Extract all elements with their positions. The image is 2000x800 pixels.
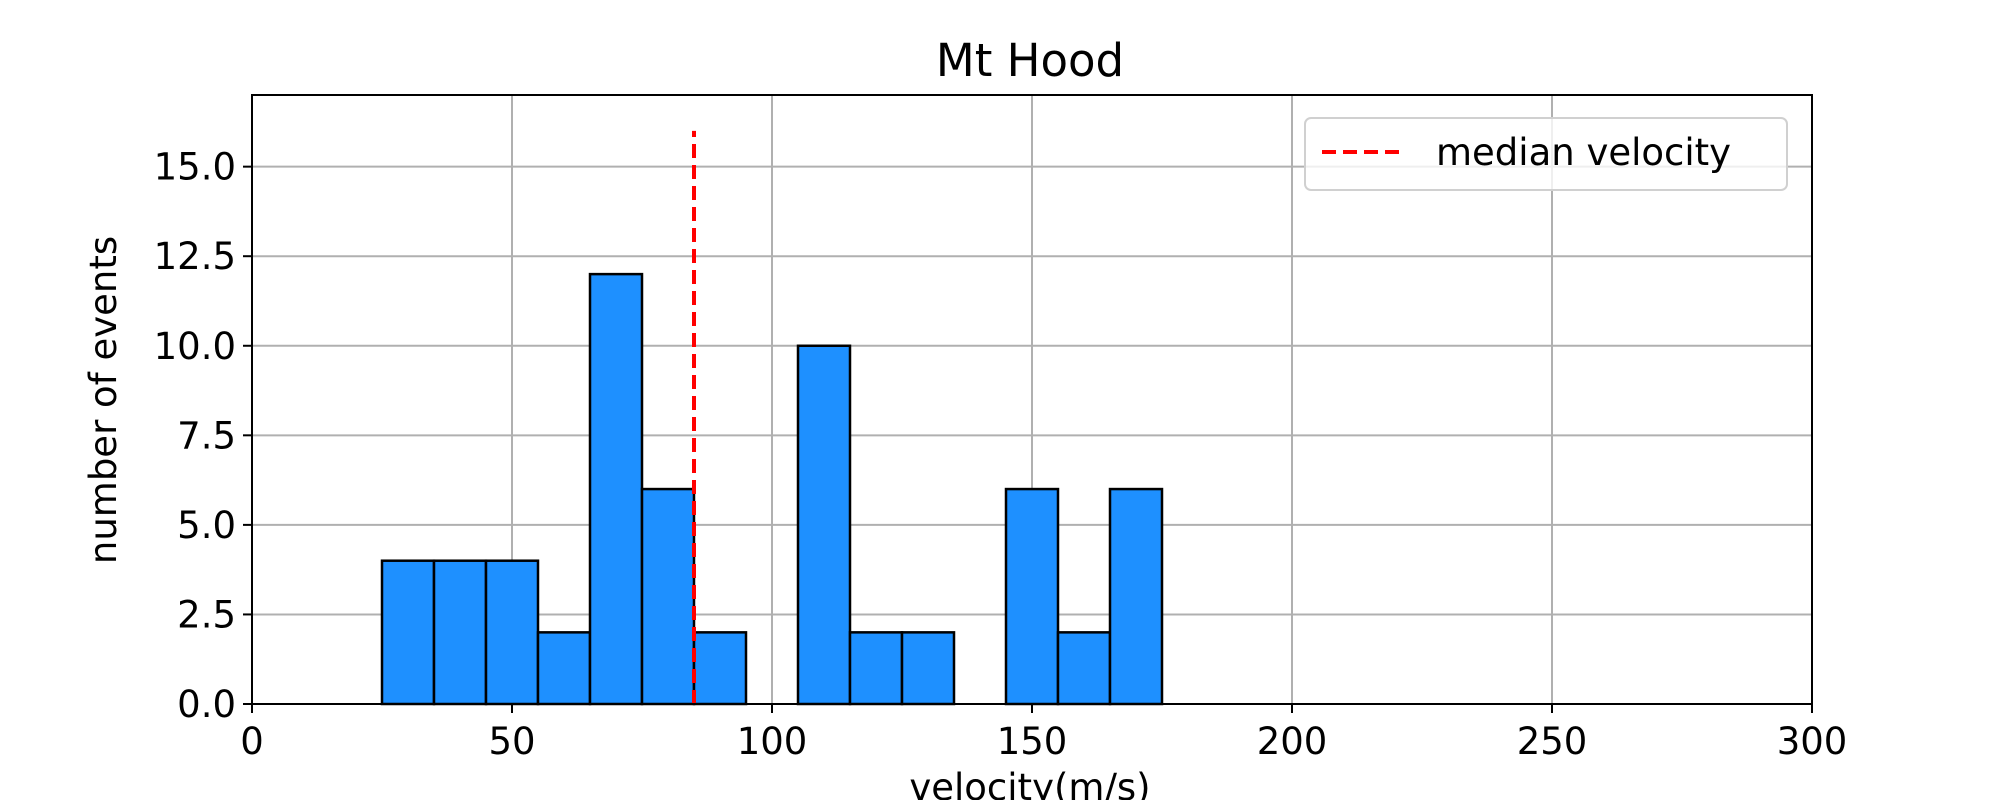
y-tick-label: 10.0 <box>154 325 236 368</box>
histogram-bar <box>536 631 592 706</box>
histogram-bars <box>380 272 1164 706</box>
y-tick-label: 5.0 <box>177 504 236 547</box>
x-axis-label: velocity(m/s) <box>909 766 1150 800</box>
legend-label-median: median velocity <box>1436 131 1731 174</box>
x-tick-label: 200 <box>1257 720 1328 763</box>
histogram-bar <box>484 559 540 706</box>
histogram-bar <box>1056 631 1112 706</box>
y-tick-label: 15.0 <box>154 146 236 189</box>
legend: median velocity <box>1304 117 1788 191</box>
y-tick-label: 0.0 <box>177 683 236 726</box>
histogram-bar <box>432 559 488 706</box>
histogram-bar <box>692 631 748 706</box>
y-axis-ticks: 0.0 2.5 5.0 7.5 10.0 12.5 15.0 <box>154 146 252 726</box>
y-tick-label: 12.5 <box>154 235 236 278</box>
x-tick-label: 250 <box>1517 720 1588 763</box>
x-tick-label: 300 <box>1777 720 1848 763</box>
x-tick-label: 0 <box>240 720 264 763</box>
y-axis-label: number of events <box>82 236 125 564</box>
histogram-bar <box>380 559 436 706</box>
x-axis-ticks: 0 50 100 150 200 250 300 <box>240 704 1847 763</box>
x-tick-label: 50 <box>488 720 535 763</box>
y-tick-label: 7.5 <box>177 414 236 457</box>
histogram-bar <box>640 487 696 706</box>
x-tick-label: 100 <box>737 720 808 763</box>
histogram-bar <box>796 344 852 706</box>
y-tick-label: 2.5 <box>177 593 236 636</box>
chart-title: Mt Hood <box>936 34 1124 87</box>
legend-box <box>1304 117 1788 191</box>
histogram-bar <box>1004 487 1060 706</box>
histogram-bar <box>900 631 956 706</box>
histogram-bar <box>848 631 904 706</box>
histogram-bar <box>588 272 644 706</box>
x-tick-label: 150 <box>997 720 1068 763</box>
histogram-bar <box>1108 487 1164 706</box>
